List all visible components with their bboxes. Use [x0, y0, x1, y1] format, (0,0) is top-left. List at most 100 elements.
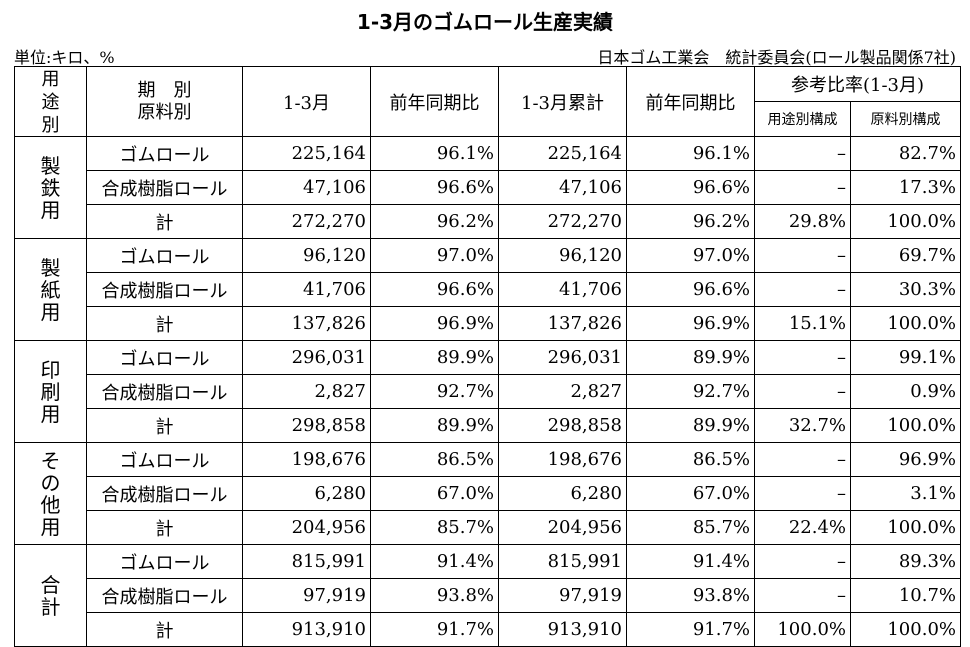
ref-use-cell: – — [754, 476, 851, 511]
use-category-cell: そ の 他 用 — [14, 442, 87, 545]
table-row: 印 刷 用ゴムロール 296,031 89.9% 296,031 89.9% –99.1% — [14, 340, 961, 443]
yoy-cell: 89.9% — [370, 408, 499, 443]
cum-yoy-cell: 96.6% — [626, 170, 755, 205]
cum-yoy-cell: 91.4% — [626, 544, 755, 579]
cum-cell: 96,120 — [498, 238, 627, 273]
ref-use-cell: – — [754, 170, 851, 205]
header-ref-mat: 原料別構成 — [850, 101, 961, 137]
yoy-cell: 96.2% — [370, 204, 499, 239]
yoy-cell: 96.1% — [370, 136, 499, 171]
cum-yoy-cell: 89.9% — [626, 408, 755, 443]
ref-use-cell: 100.0% — [754, 612, 851, 647]
cum-cell: 296,031 — [498, 340, 627, 375]
use-category-cell: 印 刷 用 — [14, 340, 87, 443]
cum-cell: 298,858 — [498, 408, 627, 443]
cum-cell: 272,270 — [498, 204, 627, 239]
ref-mat-cell: 30.3% — [850, 272, 961, 307]
ref-use-cell: 15.1% — [754, 306, 851, 341]
table-row: 合成樹脂ロール 41,706 96.6% 41,706 96.6% –30.3% — [15, 272, 961, 307]
q-cell: 204,956 — [242, 510, 371, 545]
material-cell: 合成樹脂ロール — [86, 578, 243, 613]
header-cum: 1-3月累計 — [498, 66, 627, 137]
material-cell: 計 — [86, 612, 243, 647]
q-cell: 272,270 — [242, 204, 371, 239]
q-cell: 2,827 — [242, 374, 371, 409]
cum-cell: 913,910 — [498, 612, 627, 647]
q-cell: 225,164 — [242, 136, 371, 171]
header-ref-use: 用途別構成 — [754, 101, 851, 137]
header-q: 1-3月 — [242, 66, 371, 137]
cum-yoy-cell: 86.5% — [626, 442, 755, 477]
ref-mat-cell: 82.7% — [850, 136, 961, 171]
cum-cell: 204,956 — [498, 510, 627, 545]
production-table: 用 途 別 期 別 原料別 1-3月 前年同期比 1-3月累計 前年同期比 参考… — [14, 66, 961, 647]
q-cell: 298,858 — [242, 408, 371, 443]
ref-use-cell: – — [754, 442, 851, 477]
table-row: 合成樹脂ロール 2,827 92.7% 2,827 92.7% –0.9% — [15, 374, 961, 409]
material-cell: ゴムロール — [86, 340, 243, 375]
ref-use-cell: – — [754, 374, 851, 409]
table-row: 合 計ゴムロール 815,991 91.4% 815,991 91.4% –89.3% — [14, 544, 961, 647]
table-row: 製 鉄 用ゴムロール 225,164 96.1% 225,164 96.1% –82.7% — [14, 136, 961, 239]
q-cell: 96,120 — [242, 238, 371, 273]
ref-mat-cell: 0.9% — [850, 374, 961, 409]
q-cell: 296,031 — [242, 340, 371, 375]
q-cell: 198,676 — [242, 442, 371, 477]
yoy-cell: 67.0% — [370, 476, 499, 511]
cum-yoy-cell: 97.0% — [626, 238, 755, 273]
table-row: そ の 他 用ゴムロール 198,676 86.5% 198,676 86.5% –96.… — [14, 442, 961, 545]
header-period: 期 別 — [137, 79, 192, 101]
use-category-label: そ の 他 用 — [40, 448, 61, 539]
ref-use-cell: 32.7% — [754, 408, 851, 443]
page-title: 1-3月のゴムロール生産実績 — [356, 10, 614, 34]
material-cell: 計 — [86, 204, 243, 239]
cum-cell: 47,106 — [498, 170, 627, 205]
yoy-cell: 92.7% — [370, 374, 499, 409]
material-cell: 合成樹脂ロール — [86, 374, 243, 409]
material-cell: ゴムロール — [86, 238, 243, 273]
ref-use-cell: – — [754, 238, 851, 273]
q-cell: 137,826 — [242, 306, 371, 341]
material-cell: 計 — [86, 408, 243, 443]
ref-mat-cell: 100.0% — [850, 204, 961, 239]
header-yoy: 前年同期比 — [370, 66, 499, 137]
cum-cell: 815,991 — [498, 544, 627, 579]
ref-mat-cell: 100.0% — [850, 408, 961, 443]
cum-yoy-cell: 96.6% — [626, 272, 755, 307]
cum-yoy-cell: 89.9% — [626, 340, 755, 375]
table-row: 計 272,270 96.2% 272,270 96.2% 29.8% 100.0% — [15, 204, 961, 239]
yoy-cell: 93.8% — [370, 578, 499, 613]
table-row: 計 137,826 96.9% 137,826 96.9% 15.1% 100.0% — [15, 306, 961, 341]
use-category-label: 製 紙 用 — [40, 255, 61, 324]
use-category-cell: 製 鉄 用 — [14, 136, 87, 239]
yoy-cell: 91.4% — [370, 544, 499, 579]
q-cell: 97,919 — [242, 578, 371, 613]
use-category-cell: 製 紙 用 — [14, 238, 87, 341]
cum-yoy-cell: 96.2% — [626, 204, 755, 239]
cum-cell: 97,919 — [498, 578, 627, 613]
use-category-label: 製 鉄 用 — [40, 153, 61, 222]
q-cell: 815,991 — [242, 544, 371, 579]
ref-mat-cell: 17.3% — [850, 170, 961, 205]
yoy-cell: 86.5% — [370, 442, 499, 477]
ref-use-cell: – — [754, 578, 851, 613]
header-use: 用 途 別 — [14, 66, 87, 137]
yoy-cell: 91.7% — [370, 612, 499, 647]
q-cell: 6,280 — [242, 476, 371, 511]
ref-mat-cell: 100.0% — [850, 612, 961, 647]
q-cell: 47,106 — [242, 170, 371, 205]
use-category-cell: 合 計 — [14, 544, 87, 647]
unit-note: 単位:キロ、% — [14, 48, 115, 67]
header-ref: 参考比率(1-3月) — [754, 66, 961, 102]
cum-cell: 137,826 — [498, 306, 627, 341]
yoy-cell: 97.0% — [370, 238, 499, 273]
use-category-label: 合 計 — [40, 572, 61, 619]
table-row: 製 紙 用ゴムロール 96,120 97.0% 96,120 97.0% –69.7% — [14, 238, 961, 341]
use-category-label: 印 刷 用 — [40, 357, 61, 426]
q-cell: 41,706 — [242, 272, 371, 307]
ref-use-cell: – — [754, 340, 851, 375]
ref-use-cell: – — [754, 272, 851, 307]
ref-mat-cell: 96.9% — [850, 442, 961, 477]
ref-use-cell: – — [754, 544, 851, 579]
yoy-cell: 96.6% — [370, 170, 499, 205]
